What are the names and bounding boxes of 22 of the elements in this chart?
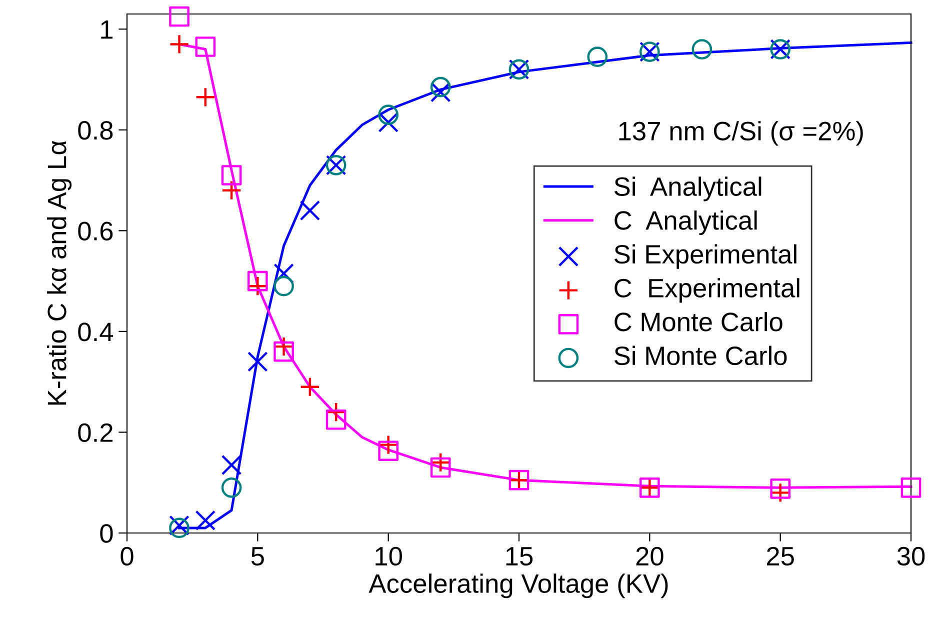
legend-label: C Analytical (614, 210, 757, 236)
y-tick-label: 0.8 (78, 121, 113, 140)
x-tick-label: 0 (120, 546, 134, 566)
x-axis-title: Accelerating Voltage (KV) (368, 574, 668, 598)
y-tick-label: 0.2 (78, 423, 112, 442)
legend-label: Si Monte Carlo (614, 346, 787, 366)
y-tick-label: 0 (100, 524, 113, 543)
x-tick-label: 5 (251, 547, 264, 566)
x-tick-label: 15 (506, 547, 533, 566)
y-axis-title: K-ratio C kα and Ag Lα (46, 140, 72, 405)
y-tick-label: 0.6 (78, 222, 113, 240)
x-tick-label: 10 (376, 546, 402, 566)
legend-label: Si Analytical (614, 176, 762, 202)
annotation: 137 nm C/Si (σ =2%) (619, 121, 863, 146)
y-tick-label: 1 (101, 20, 113, 39)
legend-label: C Monte Carlo (614, 312, 782, 332)
y-tick-label: 0.4 (78, 322, 114, 342)
legend-label: Si Experimental (614, 244, 796, 269)
x-tick-label: 25 (766, 546, 794, 566)
legend-label: C Experimental (614, 278, 800, 303)
x-tick-label: 30 (897, 546, 925, 566)
x-tick-label: 20 (636, 546, 664, 566)
